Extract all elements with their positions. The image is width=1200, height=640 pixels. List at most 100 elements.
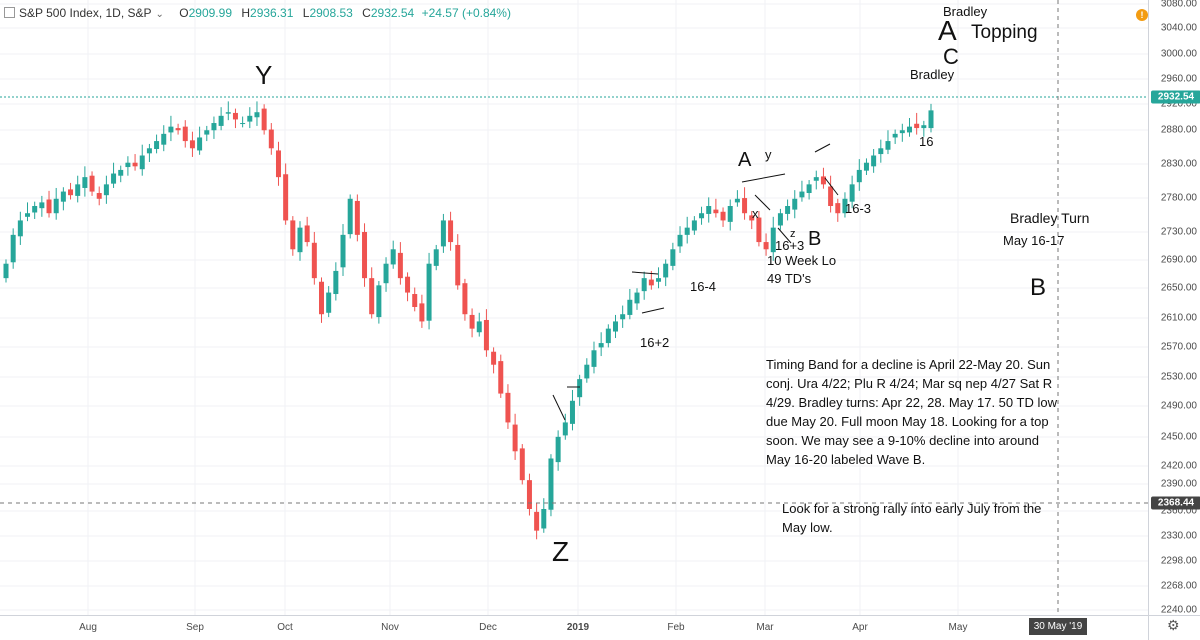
crosshair-price-tag: 2368.44 [1151,496,1200,510]
symbol-square-icon[interactable] [4,7,15,18]
candle-body [727,206,733,222]
price-chart[interactable] [0,0,1148,615]
candle-body [96,193,102,199]
price-tick-label: 2730.00 [1160,226,1197,238]
chevron-down-icon[interactable]: ⌄ [155,9,164,20]
candle-body [340,234,346,268]
price-tick-label: 2920.00 [1160,98,1197,110]
time-axis[interactable]: 30 May '19 Aug Sep Oct Nov Dec 2019 Feb Mar Apr M… [0,615,1148,640]
price-tick-label: 2780.00 [1160,192,1197,204]
label-16-2-plus: 16+2 [640,335,670,350]
price-tick-label: 2530.00 [1160,371,1197,383]
candle-body [627,299,633,315]
candle-body [892,133,898,138]
candle-body [684,227,690,235]
candle-body [634,292,640,304]
candle-body [319,281,325,315]
candle-body [189,140,195,149]
candle-body [433,249,439,266]
candle-body [742,198,748,214]
timing-band-note: Timing Band for a decline is April 22-Ma… [766,357,1057,467]
change-value: +24.57 (+0.84%) [421,6,511,20]
candle-body [232,112,238,120]
candle-body [261,108,267,131]
candle-body [820,176,826,185]
candle-body [713,209,719,214]
td-count-label: 49 TD's [767,271,812,286]
candle-body [777,213,783,226]
candle-body [354,200,360,235]
candle-body [562,422,568,436]
price-tick-label: 2490.00 [1160,400,1197,412]
candle-body [311,242,317,279]
candle-body [369,278,375,315]
candle-body [68,189,74,196]
candle-body [89,175,95,192]
candle-body [154,141,160,150]
candle-body [928,110,934,129]
candle-body [906,126,912,133]
candle-body [254,112,260,118]
candle-body [146,148,152,154]
candle-body [290,220,296,250]
candle-body [362,231,368,279]
candle-body [412,294,418,307]
symbol-title[interactable]: S&P 500 Index, 1D, S&P [19,6,152,20]
candle-body [397,252,403,279]
candle-body [842,198,848,214]
time-tick-label: Dec [479,622,497,633]
candle-body [376,285,382,318]
candle-body [462,283,468,315]
candle-body [240,123,246,125]
candle-body [132,162,138,167]
alert-icon[interactable]: ! [1136,9,1148,21]
candle-body [569,400,575,424]
candle-body [770,227,776,253]
candle-body [419,303,425,322]
candle-body [211,123,217,131]
candle-body [806,184,812,194]
candle-body [448,220,454,243]
candle-body [390,249,396,265]
price-tick-label: 2450.00 [1160,431,1197,443]
wave-b-future-label: B [1030,274,1047,301]
topping-label: Topping [971,22,1038,43]
time-tick-label: Mar [756,622,774,633]
candle-body [476,321,482,333]
drawn-trendlines [552,143,839,421]
candle-body [32,206,38,213]
candle-body [863,162,869,171]
candle-body [691,220,697,231]
candle-body [498,361,504,394]
candle-body [283,174,289,221]
candle-body [405,276,411,293]
candle-body [605,328,611,344]
candle-body [161,133,167,145]
candle-body [813,177,819,181]
candle-body [677,234,683,247]
wave-a-y-label: y [765,147,772,162]
candle-body [333,270,339,295]
candle-body [17,220,23,237]
high-label: H [241,6,251,20]
candle-body [53,198,59,214]
candle-body [749,215,755,221]
gear-icon[interactable]: ⚙ [1167,617,1180,633]
price-tick-label: 2880.00 [1160,124,1197,136]
candle-body [125,162,131,168]
candle-body [275,150,281,178]
candle-body [168,126,174,133]
label-16-3-plus: 16+3 [775,238,805,253]
candle-body [304,225,310,243]
price-tick-label: 2240.00 [1160,604,1197,616]
last-price-tag: 2932.54 [1151,90,1200,104]
price-axis[interactable]: 3080.00 3040.00 3000.00 2960.00 2920.00 2880.… [1148,0,1200,616]
price-tick-label: 2610.00 [1160,312,1197,324]
candle-body [326,292,332,313]
candle-body [268,129,274,149]
candle-body [25,213,31,217]
candle-body [885,141,891,150]
candle-body [835,203,841,214]
candle-body [648,279,654,286]
candle-body [39,202,45,209]
